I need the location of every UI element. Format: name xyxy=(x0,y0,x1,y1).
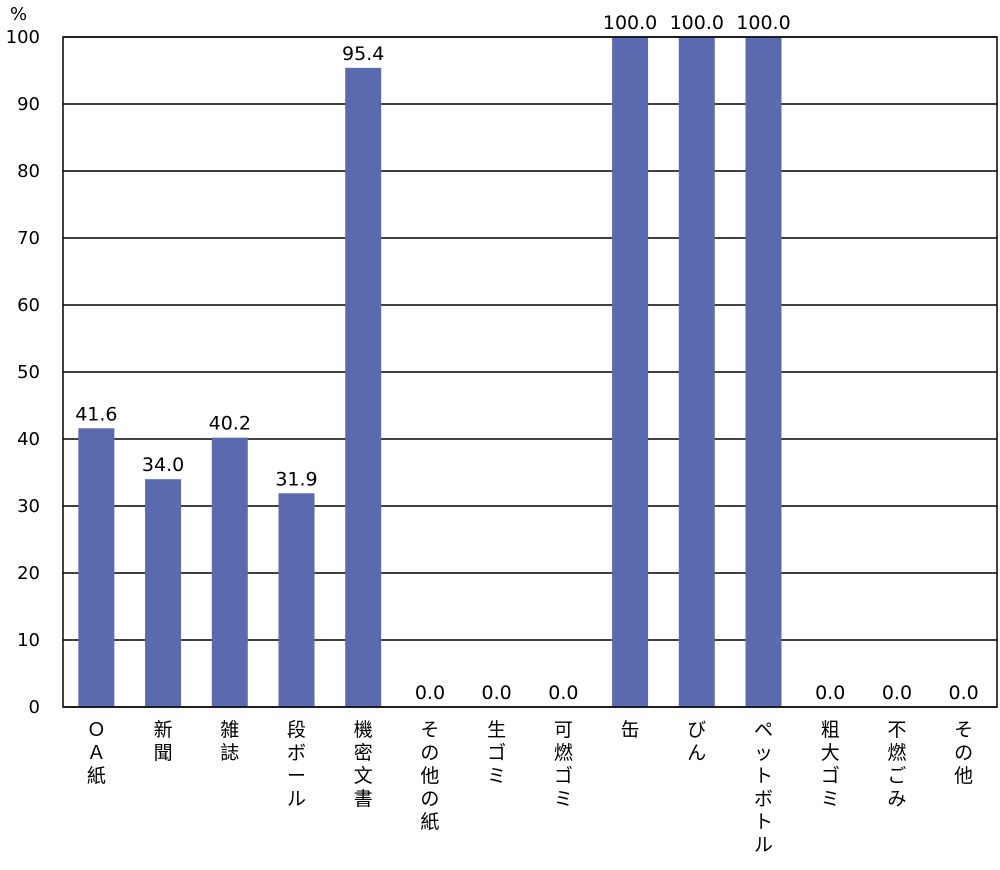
y-tick-label: 70 xyxy=(17,228,40,249)
data-label: 0.0 xyxy=(548,682,578,704)
data-label: 0.0 xyxy=(482,682,512,704)
y-tick-label: 30 xyxy=(17,496,40,517)
bar xyxy=(278,493,315,707)
y-tick-label: 10 xyxy=(17,630,40,651)
x-tick-label: ペットボトル xyxy=(754,719,773,856)
x-tick-label: 粗大ゴミ xyxy=(821,719,840,810)
x-tick-label: 機密文書 xyxy=(354,719,373,810)
bar xyxy=(745,37,782,707)
data-label: 0.0 xyxy=(815,682,845,704)
bar xyxy=(211,437,248,707)
y-tick-label: 100 xyxy=(6,27,40,48)
data-label: 0.0 xyxy=(882,682,912,704)
data-label: 34.0 xyxy=(142,454,184,476)
y-axis-ticks: 0 10 20 30 40 50 60 70 80 90 100 xyxy=(6,27,40,718)
x-tick-label: 缶 xyxy=(621,719,640,741)
data-label: 100.0 xyxy=(670,12,724,34)
gridlines xyxy=(63,36,997,708)
bar xyxy=(345,67,382,707)
y-tick-label: 50 xyxy=(17,362,40,383)
x-tick-label: 可燃ゴミ xyxy=(554,719,573,810)
bar xyxy=(78,428,115,707)
x-tick-label: 雑誌 xyxy=(220,719,239,764)
x-tick-label: びん xyxy=(687,719,706,764)
x-tick-label: ＯＡ紙 xyxy=(87,719,106,787)
data-label: 41.6 xyxy=(75,403,117,425)
data-label: 100.0 xyxy=(603,12,657,34)
bars xyxy=(78,37,782,707)
data-label: 0.0 xyxy=(949,682,979,704)
x-tick-label: 段ボール xyxy=(287,719,306,810)
plot-frame xyxy=(62,36,998,708)
y-tick-label: 40 xyxy=(17,429,40,450)
data-label: 31.9 xyxy=(275,468,317,490)
x-tick-label: その他 xyxy=(954,719,973,787)
y-tick-label: 80 xyxy=(17,161,40,182)
y-tick-label: 60 xyxy=(17,295,40,316)
y-tick-label: 20 xyxy=(17,563,40,584)
x-tick-label: 生ゴミ xyxy=(487,719,506,787)
bar xyxy=(612,37,649,707)
value-labels: 41.6 34.0 40.2 31.9 95.4 0.0 0.0 0.0 100.0 100.0 1… xyxy=(75,12,979,704)
y-tick-label: 90 xyxy=(17,94,40,115)
x-tick-label: 不燃ごみ xyxy=(887,719,906,810)
x-tick-label: その他の紙 xyxy=(420,719,439,833)
y-unit-label: % xyxy=(10,4,27,25)
data-label: 0.0 xyxy=(415,682,445,704)
data-label: 100.0 xyxy=(736,12,790,34)
bar xyxy=(145,479,182,707)
bar xyxy=(678,37,715,707)
category-labels: ＯＡ紙 新聞 雑誌 段ボール 機密文書 その他の紙 生ゴミ 可燃ゴミ 缶 びん ペットボトル 粗大ゴミ… xyxy=(87,719,973,856)
data-label: 95.4 xyxy=(342,43,384,65)
x-tick-label: 新聞 xyxy=(154,719,173,764)
y-tick-label: 0 xyxy=(29,697,40,718)
data-label: 40.2 xyxy=(209,413,251,435)
